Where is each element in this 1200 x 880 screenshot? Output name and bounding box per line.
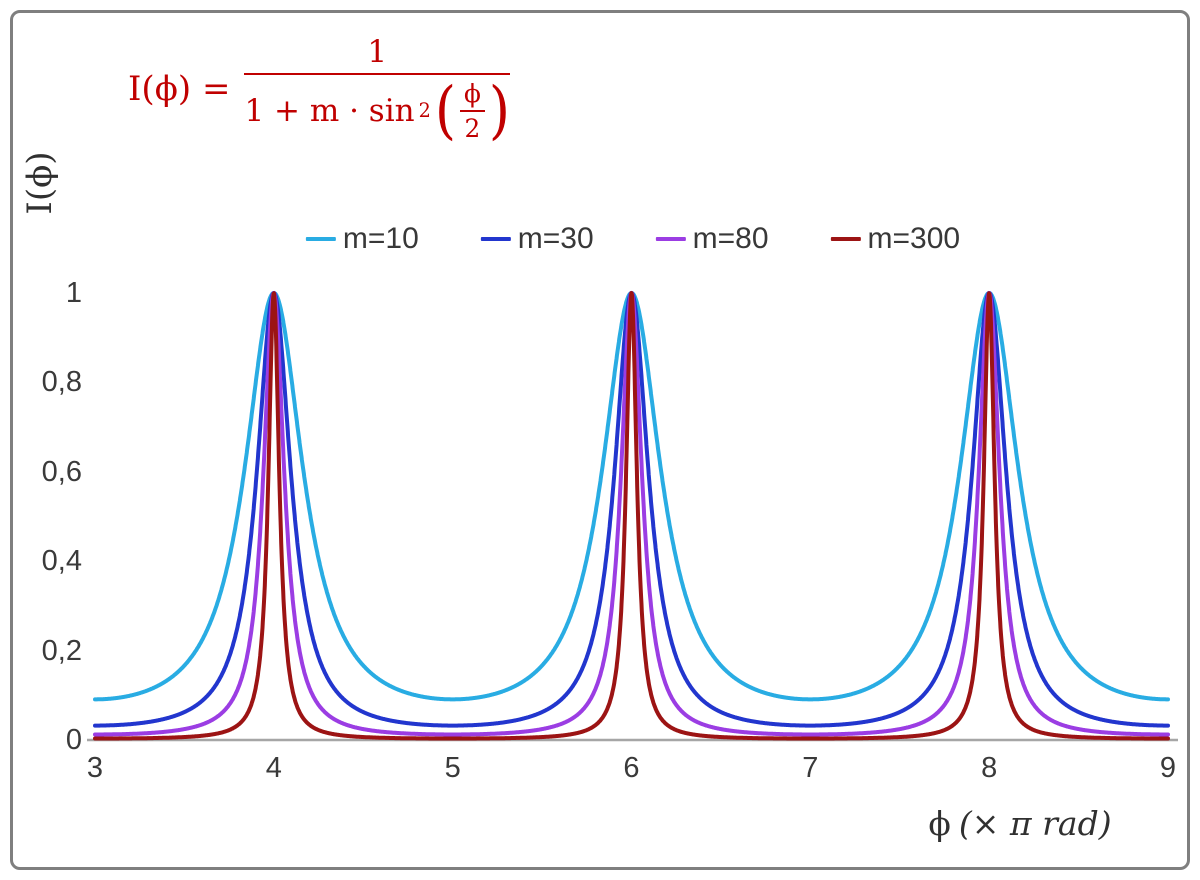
y-tick-1: 1 — [65, 277, 82, 309]
x-tick-7: 7 — [802, 752, 819, 784]
legend-label: m=30 — [517, 222, 594, 255]
x-tick-8: 8 — [981, 752, 998, 784]
y-tick-0,6: 0,6 — [41, 455, 82, 488]
legend-swatch — [480, 236, 511, 242]
legend-label: m=300 — [867, 222, 961, 255]
formula-lhs: I(ϕ) = — [128, 68, 231, 109]
formula-denominator: 1 + m · sin 2 ( ϕ 2 ) — [244, 74, 511, 147]
legend-item-m=300: m=300 — [830, 222, 961, 256]
x-tick-9: 9 — [1159, 752, 1177, 784]
y-tick-0,4: 0,4 — [41, 545, 82, 578]
x-tick-3: 3 — [86, 752, 104, 784]
y-tick-0,8: 0,8 — [41, 366, 82, 399]
x-tick-4: 4 — [265, 752, 282, 784]
formula-numerator: 1 — [367, 34, 388, 70]
y-tick-0,2: 0,2 — [41, 634, 82, 667]
x-tick-5: 5 — [444, 752, 461, 784]
x-tick-labels: 3 4 5 6 7 8 9 — [0, 752, 1200, 788]
y-tick-labels: 0 0,2 0,4 0,6 0,8 1 — [24, 0, 82, 880]
legend-swatch — [305, 236, 336, 242]
x-tick-6: 6 — [623, 752, 640, 784]
series-line-m=10 — [93, 291, 1170, 702]
x-axis-symbol: ϕ — [928, 804, 951, 843]
denominator-prefix: 1 + m · sin — [244, 93, 415, 129]
inner-denominator: 2 — [464, 114, 481, 143]
formula: I(ϕ) = 1 1 + m · sin 2 ( ϕ 2 ) — [128, 34, 511, 147]
x-axis-title: ϕ (× π rad) — [860, 804, 1180, 843]
series-line-m=300 — [93, 291, 1170, 741]
inner-fraction-bar — [459, 110, 485, 112]
formula-fraction: 1 1 + m · sin 2 ( ϕ 2 ) — [244, 34, 511, 147]
x-axis-unit: (× π rad) — [958, 804, 1112, 843]
legend-item-m=10: m=10 — [305, 222, 419, 256]
fraction-bar — [244, 73, 511, 75]
legend-item-m=30: m=30 — [480, 222, 594, 256]
inner-numerator: ϕ — [463, 79, 481, 108]
legend-item-m=80: m=80 — [655, 222, 769, 256]
legend-swatch — [830, 236, 861, 242]
inner-fraction: ϕ 2 — [459, 79, 485, 143]
legend-label: m=10 — [342, 222, 419, 255]
legend-swatch — [655, 236, 686, 242]
legend: m=10 m=30 m=80 m=300 — [305, 222, 961, 256]
series-line-m=80 — [93, 291, 1170, 737]
open-paren: ( — [434, 74, 456, 147]
y-tick-0: 0 — [65, 724, 82, 756]
legend-label: m=80 — [692, 222, 769, 255]
series-line-m=30 — [93, 291, 1170, 728]
close-paren: ) — [488, 74, 511, 147]
